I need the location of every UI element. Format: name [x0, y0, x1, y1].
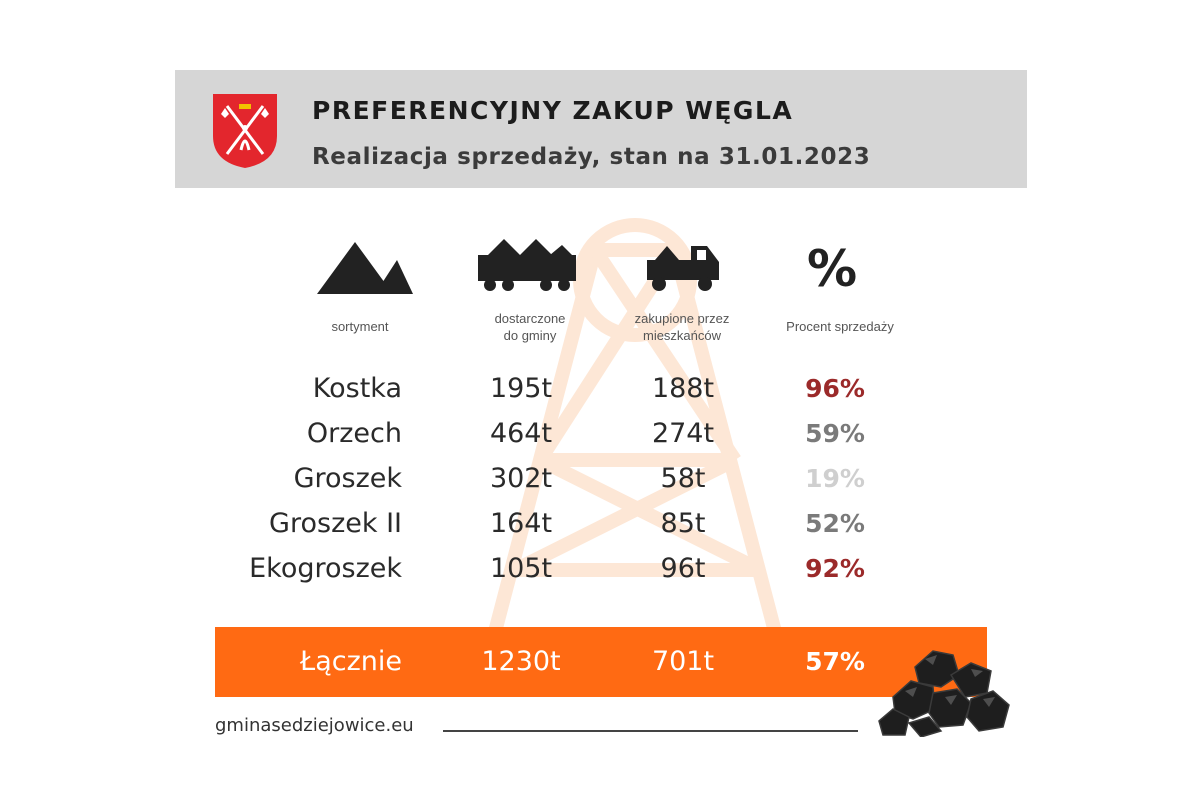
row-percent: 96%: [805, 374, 865, 403]
coal-wagon-icon: [478, 239, 576, 291]
row-delivered: 164t: [489, 508, 553, 539]
coat-of-arms-icon: [213, 94, 277, 168]
coal-truck-icon: [647, 246, 719, 291]
row-delivered: 464t: [489, 418, 553, 449]
row-purchased: 58t: [660, 463, 706, 494]
row-purchased: 96t: [660, 553, 706, 584]
column-label-dostarczone: dostarczone do gminy: [494, 311, 566, 343]
row-percent: 52%: [805, 509, 865, 538]
row-percent: 59%: [805, 419, 865, 448]
row-percent: 92%: [805, 554, 865, 583]
row-percent: 19%: [805, 464, 865, 493]
row-delivered: 105t: [489, 553, 553, 584]
row-purchased: 85t: [660, 508, 706, 539]
row-name: Groszek II: [269, 508, 402, 539]
row-purchased: 274t: [651, 418, 715, 449]
coal-pile-icon: [317, 242, 413, 294]
total-label: Łącznie: [300, 646, 402, 677]
total-purchased: 701t: [651, 646, 715, 677]
total-delivered: 1230t: [481, 646, 561, 677]
footer-divider: [443, 730, 858, 732]
row-name: Kostka: [312, 373, 402, 404]
coal-lumps-image: [878, 650, 1010, 737]
row-name: Orzech: [306, 418, 402, 449]
header-banner: PREFERENCYJNY ZAKUP WĘGLA Realizacja spr…: [175, 70, 1027, 188]
infographic-card: PREFERENCYJNY ZAKUP WĘGLA Realizacja spr…: [175, 70, 1027, 740]
mine-tower-watermark: [478, 218, 792, 672]
column-label-zakupione: zakupione przez mieszkańców: [634, 311, 730, 343]
row-name: Groszek: [293, 463, 402, 494]
page-subtitle: Realizacja sprzedaży, stan na 31.01.2023: [312, 144, 871, 170]
total-row: Łącznie 1230t 701t 57%: [215, 627, 987, 697]
website-link[interactable]: gminasedziejowice.eu: [215, 715, 414, 736]
row-name: Ekogroszek: [249, 553, 402, 584]
percent-icon: %: [806, 240, 858, 298]
row-delivered: 195t: [489, 373, 553, 404]
column-label-sortyment: sortyment: [331, 319, 389, 334]
column-label-procent: Procent sprzedaży: [786, 319, 894, 334]
row-purchased: 188t: [651, 373, 715, 404]
row-delivered: 302t: [489, 463, 553, 494]
total-percent: 57%: [805, 647, 865, 676]
page-title: PREFERENCYJNY ZAKUP WĘGLA: [312, 96, 794, 125]
